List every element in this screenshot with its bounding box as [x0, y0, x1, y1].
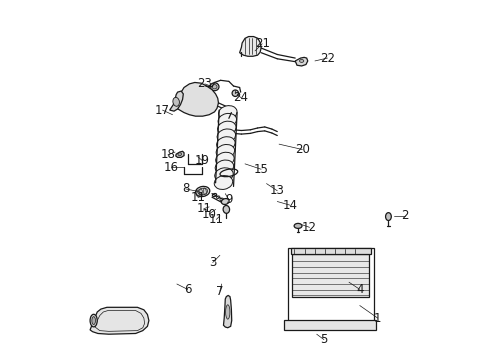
Text: 11: 11 — [191, 191, 206, 204]
Text: 6: 6 — [184, 283, 192, 296]
Ellipse shape — [173, 97, 179, 106]
Ellipse shape — [210, 83, 219, 91]
Polygon shape — [90, 307, 149, 334]
Text: 1: 1 — [374, 311, 381, 325]
Polygon shape — [170, 91, 183, 111]
Bar — [288, 248, 374, 329]
Ellipse shape — [294, 224, 302, 228]
Ellipse shape — [215, 168, 233, 182]
Bar — [285, 320, 376, 330]
Text: 13: 13 — [270, 184, 285, 197]
Ellipse shape — [92, 317, 96, 324]
Text: 21: 21 — [255, 37, 270, 50]
Ellipse shape — [212, 85, 217, 89]
Ellipse shape — [218, 121, 236, 135]
Text: 12: 12 — [302, 221, 317, 234]
Text: 23: 23 — [197, 77, 212, 90]
Ellipse shape — [196, 186, 210, 197]
Ellipse shape — [216, 152, 234, 166]
Polygon shape — [295, 57, 308, 66]
Text: 8: 8 — [182, 183, 190, 195]
Text: 5: 5 — [320, 333, 328, 346]
Text: 22: 22 — [320, 51, 335, 64]
Ellipse shape — [227, 106, 231, 113]
Text: 7: 7 — [216, 285, 223, 298]
Ellipse shape — [217, 137, 235, 150]
Text: 20: 20 — [295, 143, 310, 156]
Bar — [293, 253, 369, 297]
Text: 15: 15 — [254, 163, 269, 176]
Ellipse shape — [223, 206, 230, 213]
Text: 18: 18 — [160, 148, 175, 161]
Text: 24: 24 — [233, 91, 248, 104]
Polygon shape — [176, 151, 184, 157]
Ellipse shape — [225, 305, 230, 319]
Polygon shape — [177, 82, 219, 116]
Ellipse shape — [197, 188, 208, 195]
Ellipse shape — [218, 113, 237, 127]
Ellipse shape — [216, 144, 235, 158]
Text: 17: 17 — [155, 104, 170, 117]
Text: 11: 11 — [196, 202, 211, 215]
Text: 4: 4 — [356, 283, 364, 296]
Ellipse shape — [217, 129, 236, 143]
Ellipse shape — [221, 199, 229, 204]
Text: 3: 3 — [209, 256, 217, 269]
Text: 11: 11 — [209, 213, 224, 226]
Text: 10: 10 — [202, 208, 217, 221]
Ellipse shape — [178, 153, 181, 156]
Ellipse shape — [90, 314, 97, 327]
Text: 2: 2 — [401, 210, 408, 222]
Bar — [291, 248, 370, 253]
Text: 19: 19 — [195, 154, 209, 167]
Ellipse shape — [386, 213, 392, 221]
Ellipse shape — [299, 59, 304, 62]
Polygon shape — [240, 37, 261, 56]
Text: 14: 14 — [282, 199, 297, 212]
Text: 9: 9 — [225, 193, 233, 206]
Ellipse shape — [219, 105, 237, 120]
Ellipse shape — [214, 176, 233, 189]
Ellipse shape — [232, 90, 239, 96]
Polygon shape — [223, 296, 232, 328]
Text: 16: 16 — [164, 161, 179, 174]
Ellipse shape — [215, 160, 234, 174]
